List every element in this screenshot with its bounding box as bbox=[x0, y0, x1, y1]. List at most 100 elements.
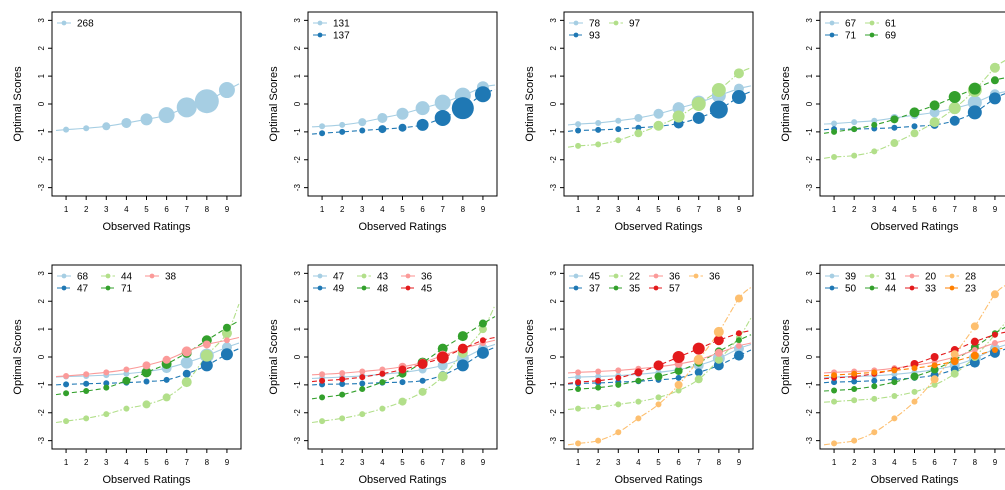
x-tick-label: 6 bbox=[420, 458, 425, 467]
data-point bbox=[359, 368, 366, 375]
data-point bbox=[635, 415, 642, 422]
x-tick-label: 9 bbox=[737, 205, 742, 214]
data-point bbox=[339, 376, 346, 383]
x-tick-label: 5 bbox=[144, 458, 149, 467]
y-tick-label: -2 bbox=[37, 409, 46, 417]
data-point bbox=[339, 391, 346, 398]
y-tick-label: -1 bbox=[549, 381, 558, 389]
x-tick-label: 8 bbox=[461, 205, 466, 214]
chart-panel-2: 1 2 3 4 5 6 7 8 9 -3 -2 -1 0 1 2 3 Observed Ratings Optim… bbox=[268, 11, 498, 233]
legend-label: 93 bbox=[589, 31, 601, 42]
y-tick-label: -1 bbox=[805, 128, 814, 136]
data-point bbox=[989, 62, 1000, 73]
legend-marker bbox=[909, 273, 915, 279]
data-point bbox=[575, 379, 582, 386]
x-tick-label: 7 bbox=[952, 458, 957, 467]
legend-label: 71 bbox=[845, 31, 857, 42]
data-point bbox=[437, 371, 448, 382]
x-tick-label: 4 bbox=[892, 458, 897, 467]
x-axis-label: Observed Ratings bbox=[870, 221, 959, 233]
data-point bbox=[635, 124, 642, 131]
y-axis-label: Optimal Scores bbox=[780, 319, 792, 395]
data-point bbox=[851, 437, 858, 444]
data-point bbox=[575, 386, 582, 393]
legend-marker bbox=[573, 285, 579, 291]
data-point bbox=[929, 117, 940, 128]
data-point bbox=[871, 429, 878, 436]
data-point bbox=[200, 359, 213, 372]
x-tick-label: 4 bbox=[380, 458, 385, 467]
data-point bbox=[948, 102, 961, 115]
data-point bbox=[733, 68, 744, 79]
data-point bbox=[911, 398, 918, 405]
y-tick-label: -2 bbox=[805, 409, 814, 417]
y-tick-label: -1 bbox=[37, 128, 46, 136]
y-tick-label: 2 bbox=[549, 298, 558, 303]
data-point bbox=[950, 357, 959, 366]
y-axis-label: Optimal Scores bbox=[268, 66, 280, 142]
chart-panel-1: 1 2 3 4 5 6 7 8 9 -3 -2 -1 0 1 2 3 Observed Ratings Optim… bbox=[12, 11, 242, 233]
legend-marker bbox=[869, 20, 875, 26]
x-tick-label: 2 bbox=[852, 205, 857, 214]
legend-label: 44 bbox=[885, 284, 897, 295]
x-tick-label: 8 bbox=[717, 205, 722, 214]
legend-marker bbox=[405, 273, 411, 279]
y-tick-label: 0 bbox=[37, 101, 46, 106]
data-point bbox=[634, 129, 643, 138]
data-point bbox=[419, 377, 426, 384]
data-point bbox=[595, 126, 602, 133]
data-point bbox=[831, 387, 838, 394]
data-point bbox=[615, 429, 622, 436]
legend-marker bbox=[693, 273, 699, 279]
x-tick-label: 4 bbox=[636, 205, 641, 214]
data-point bbox=[871, 377, 878, 384]
data-point bbox=[63, 381, 70, 388]
x-tick-label: 5 bbox=[656, 458, 661, 467]
data-point bbox=[457, 343, 468, 354]
data-point bbox=[478, 325, 487, 334]
x-tick-label: 4 bbox=[124, 458, 129, 467]
x-tick-label: 3 bbox=[872, 458, 877, 467]
data-point bbox=[223, 337, 230, 344]
data-point bbox=[162, 355, 171, 364]
data-point bbox=[672, 102, 685, 115]
data-point bbox=[890, 139, 899, 148]
data-point bbox=[891, 379, 898, 386]
data-point bbox=[180, 356, 193, 369]
data-point bbox=[103, 411, 110, 418]
data-point bbox=[714, 355, 723, 364]
data-point bbox=[479, 337, 486, 344]
legend-marker bbox=[829, 285, 835, 291]
data-point bbox=[930, 375, 939, 384]
data-point bbox=[83, 125, 90, 132]
x-tick-label: 9 bbox=[993, 205, 998, 214]
data-point bbox=[200, 349, 213, 362]
y-axis-label: Optimal Scores bbox=[12, 319, 24, 395]
y-tick-label: 0 bbox=[293, 354, 302, 359]
data-point bbox=[948, 91, 961, 104]
legend-marker bbox=[573, 20, 579, 26]
x-tick-label: 3 bbox=[616, 205, 621, 214]
plot-area bbox=[55, 82, 240, 133]
data-point bbox=[63, 372, 70, 379]
legend-marker bbox=[61, 285, 67, 291]
data-point bbox=[575, 127, 582, 134]
y-tick-label: 1 bbox=[37, 73, 46, 78]
x-tick-label: 1 bbox=[64, 458, 69, 467]
data-point bbox=[910, 129, 919, 138]
x-tick-label: 1 bbox=[320, 458, 325, 467]
x-tick-label: 9 bbox=[481, 458, 486, 467]
legend-marker bbox=[869, 273, 875, 279]
data-point bbox=[950, 350, 959, 359]
data-point bbox=[398, 123, 407, 132]
legend-marker bbox=[61, 273, 67, 279]
data-point bbox=[417, 358, 428, 369]
data-point bbox=[319, 377, 326, 384]
x-tick-label: 5 bbox=[912, 205, 917, 214]
x-tick-label: 3 bbox=[360, 205, 365, 214]
data-point bbox=[182, 369, 191, 378]
data-point bbox=[988, 92, 1001, 105]
data-point bbox=[359, 127, 366, 134]
y-tick-label: -2 bbox=[293, 156, 302, 164]
